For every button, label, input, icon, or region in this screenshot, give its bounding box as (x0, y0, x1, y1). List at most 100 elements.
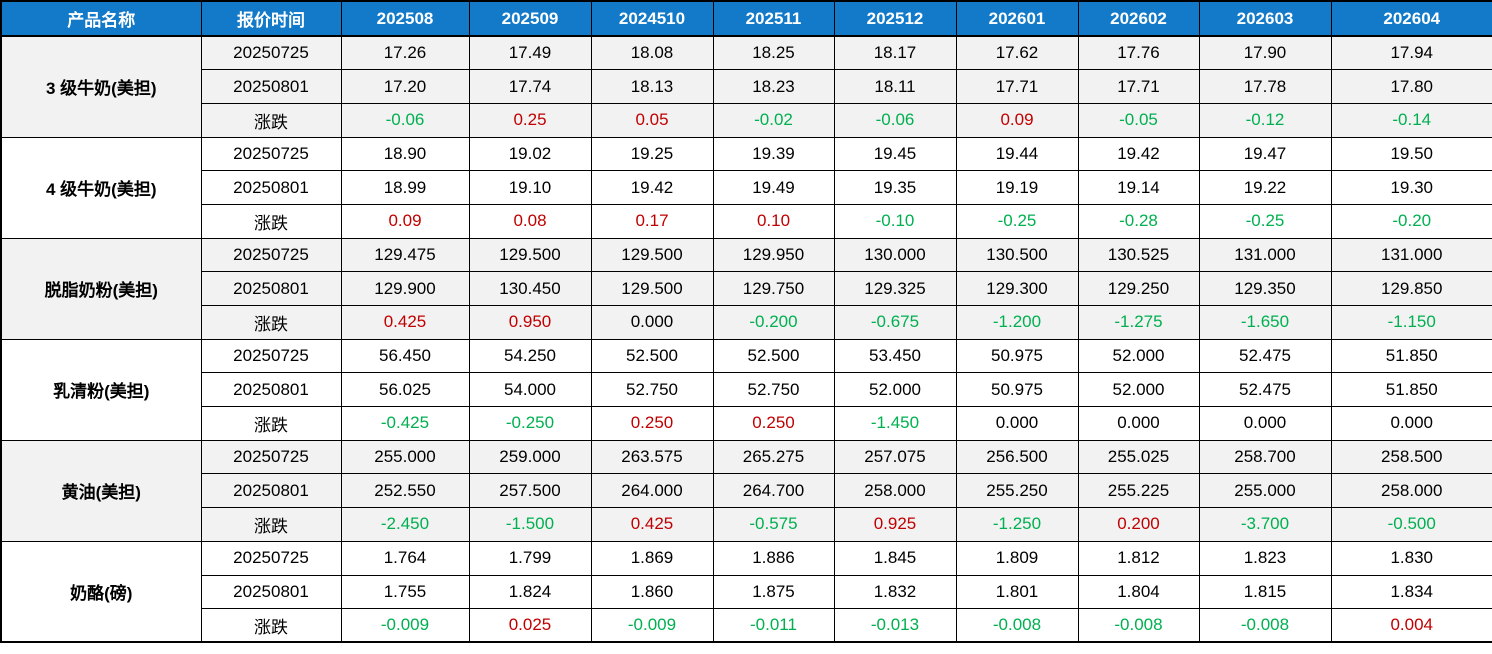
change-value-cell: 0.250 (712, 406, 835, 441)
change-value-cell: -1.650 (1198, 305, 1332, 340)
price-value-cell: 1.845 (833, 540, 957, 576)
price-value-cell: 1.830 (1330, 540, 1492, 576)
header-month-202509: 202509 (468, 0, 592, 37)
table-row: 20250801 129.900 130.450 129.500 129.750 129.… (1, 271, 1492, 306)
quote-date-cell: 20250801 (200, 271, 342, 306)
price-value-cell: 255.000 (340, 439, 470, 475)
quote-date-cell: 20250725 (200, 540, 342, 576)
price-value-cell: 17.76 (1077, 35, 1200, 71)
price-value-cell: 265.275 (712, 439, 835, 475)
price-value-cell: 51.850 (1330, 372, 1492, 408)
change-value-cell: -1.500 (468, 507, 592, 542)
quote-date-cell: 20250725 (200, 35, 342, 71)
header-month-202602: 202602 (1077, 0, 1200, 37)
price-value-cell: 50.975 (955, 338, 1079, 374)
change-value-cell: -0.20 (1330, 203, 1492, 239)
change-value-cell: -0.500 (1330, 507, 1492, 542)
change-value-cell: 0.10 (712, 203, 835, 239)
price-value-cell: 17.74 (468, 69, 592, 104)
price-value-cell: 52.000 (1077, 372, 1200, 408)
table-row: 涨跌 0.09 0.08 0.17 0.10 -0.10 -0.25 -0.28 -0.25 -0… (1, 203, 1492, 239)
price-value-cell: 130.500 (955, 237, 1079, 273)
table-row: 涨跌 -0.009 0.025 -0.009 -0.011 -0.013 -0.008 -0.… (1, 608, 1492, 643)
change-value-cell: -0.008 (955, 608, 1079, 643)
price-value-cell: 19.39 (712, 136, 835, 172)
price-value-cell: 19.02 (468, 136, 592, 172)
change-label-cell: 涨跌 (200, 305, 342, 340)
change-value-cell: -0.009 (590, 608, 714, 643)
price-value-cell: 1.823 (1198, 540, 1332, 576)
price-value-cell: 17.90 (1198, 35, 1332, 71)
price-value-cell: 129.850 (1330, 271, 1492, 306)
price-value-cell: 129.750 (712, 271, 835, 306)
change-value-cell: -0.675 (833, 305, 957, 340)
header-month-202604: 202604 (1330, 0, 1492, 37)
quote-date-cell: 20250801 (200, 473, 342, 509)
price-value-cell: 129.500 (468, 237, 592, 273)
change-value-cell: -0.011 (712, 608, 835, 643)
change-value-cell: -0.25 (1198, 203, 1332, 239)
change-value-cell: -1.200 (955, 305, 1079, 340)
price-value-cell: 255.250 (955, 473, 1079, 509)
price-value-cell: 17.26 (340, 35, 470, 71)
price-value-cell: 19.44 (955, 136, 1079, 172)
header-row: 产品名称 报价时间 202508 202509 2024510 202511 202512 2… (0, 0, 1492, 37)
change-value-cell: 0.200 (1077, 507, 1200, 542)
change-value-cell: 0.09 (340, 203, 470, 239)
table-body: 3 级牛奶(美担) 20250725 17.26 17.49 18.08 18.25 18.… (0, 35, 1492, 643)
price-value-cell: 1.834 (1330, 574, 1492, 610)
price-value-cell: 129.300 (955, 271, 1079, 306)
price-value-cell: 258.000 (833, 473, 957, 509)
price-value-cell: 1.804 (1077, 574, 1200, 610)
price-value-cell: 1.875 (712, 574, 835, 610)
price-value-cell: 129.500 (590, 271, 714, 306)
quote-date-cell: 20250801 (200, 574, 342, 610)
price-value-cell: 1.869 (590, 540, 714, 576)
change-label-cell: 涨跌 (200, 406, 342, 441)
price-value-cell: 17.94 (1330, 35, 1492, 71)
quote-date-cell: 20250725 (200, 439, 342, 475)
price-value-cell: 18.23 (712, 69, 835, 104)
change-value-cell: 0.000 (955, 406, 1079, 441)
product-name-cell: 奶酪(磅) (0, 540, 202, 643)
change-value-cell: -0.009 (340, 608, 470, 643)
price-value-cell: 52.000 (833, 372, 957, 408)
table-row: 涨跌 -0.425 -0.250 0.250 0.250 -1.450 0.000 0.000… (1, 406, 1492, 441)
change-value-cell: -0.06 (833, 102, 957, 138)
price-value-cell: 19.25 (590, 136, 714, 172)
price-value-cell: 131.000 (1198, 237, 1332, 273)
price-value-cell: 19.30 (1330, 170, 1492, 205)
price-value-cell: 129.250 (1077, 271, 1200, 306)
price-value-cell: 1.809 (955, 540, 1079, 576)
price-value-cell: 130.525 (1077, 237, 1200, 273)
price-value-cell: 19.49 (712, 170, 835, 205)
price-value-cell: 259.000 (468, 439, 592, 475)
price-value-cell: 52.750 (712, 372, 835, 408)
price-value-cell: 129.325 (833, 271, 957, 306)
change-value-cell: 0.250 (590, 406, 714, 441)
price-value-cell: 19.47 (1198, 136, 1332, 172)
price-value-cell: 1.815 (1198, 574, 1332, 610)
change-value-cell: -0.06 (340, 102, 470, 138)
change-value-cell: -1.250 (955, 507, 1079, 542)
price-value-cell: 264.000 (590, 473, 714, 509)
price-value-cell: 258.000 (1330, 473, 1492, 509)
change-value-cell: -3.700 (1198, 507, 1332, 542)
header-month-202601: 202601 (955, 0, 1079, 37)
price-value-cell: 18.90 (340, 136, 470, 172)
price-value-cell: 130.000 (833, 237, 957, 273)
price-value-cell: 18.25 (712, 35, 835, 71)
change-value-cell: -0.02 (712, 102, 835, 138)
change-value-cell: 0.925 (833, 507, 957, 542)
change-value-cell: -0.12 (1198, 102, 1332, 138)
change-value-cell: 0.425 (590, 507, 714, 542)
change-value-cell: 0.000 (590, 305, 714, 340)
change-value-cell: 0.08 (468, 203, 592, 239)
price-value-cell: 19.42 (590, 170, 714, 205)
price-value-cell: 1.755 (340, 574, 470, 610)
price-value-cell: 19.14 (1077, 170, 1200, 205)
change-value-cell: -0.013 (833, 608, 957, 643)
table-row: 20250801 252.550 257.500 264.000 264.700 258.… (1, 473, 1492, 509)
price-value-cell: 257.500 (468, 473, 592, 509)
price-value-cell: 256.500 (955, 439, 1079, 475)
